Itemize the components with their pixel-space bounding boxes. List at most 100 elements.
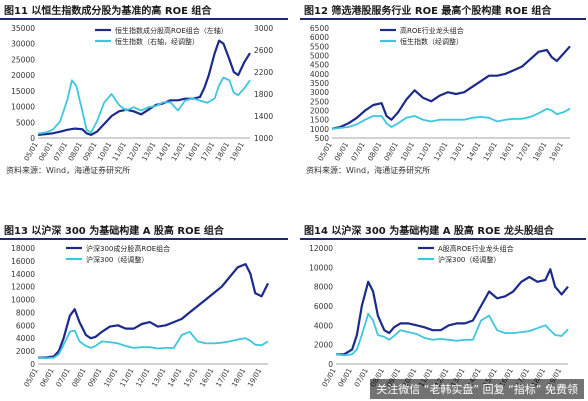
x-tick-label: 11/01	[416, 141, 433, 162]
x-tick-label: 16/01	[499, 141, 516, 162]
series-line-light	[37, 76, 251, 135]
y-tick-label: 3000	[310, 88, 329, 97]
x-tick-label: 19/01	[548, 141, 565, 162]
line-chart: 0 2000 4000 6000 8000 10000 12000 14000 16000 180…	[11, 244, 269, 388]
series-line-light	[331, 107, 571, 130]
x-tick-label: 07/01	[350, 141, 367, 162]
y-tick-label: 500	[315, 134, 330, 143]
x-tick-label: 19/01	[246, 367, 263, 388]
chart-panel-1: 图11 以恒生指数成分股为基准的高 ROE 组合 0 5000 10000 15000…	[0, 0, 288, 182]
y2-tick-label: 1000	[254, 134, 273, 143]
y-tick-label: 6500	[310, 24, 329, 33]
x-tick-label: 07/01	[55, 367, 72, 388]
legend-label: 恒生指数成分股高ROE组合（左轴）	[115, 26, 228, 35]
y-tick-label: 35000	[11, 24, 35, 33]
x-tick-label: 06/01	[337, 367, 354, 388]
x-tick-label: 14/01	[166, 367, 183, 388]
x-tick-label: 06/01	[333, 141, 350, 162]
y-tick-label: 4000	[16, 334, 35, 343]
y-tick-label: 30000	[11, 40, 35, 49]
y-tick-label: 0	[30, 134, 35, 143]
source-note: 资料来源：Wind，海通证券研究所	[306, 166, 431, 175]
y-tick-label: 20000	[11, 71, 35, 80]
x-tick-label: 19/01	[229, 141, 246, 162]
x-tick-label: 05/01	[23, 367, 40, 388]
chart-panel-2: 图12 筛选港股服务行业 ROE 最高个股构建 ROE 组合 500 1000 15…	[300, 0, 588, 182]
y-tick-label: 25000	[11, 55, 35, 64]
y-tick-label: 4500	[310, 61, 329, 70]
legend-label: 沪深300成分股高ROE组合	[86, 244, 170, 253]
y2-tick-label: 3000	[254, 24, 273, 33]
x-tick-label: 13/01	[150, 367, 167, 388]
x-tick-label: 15/01	[182, 367, 199, 388]
legend-label: A股高ROE行业龙头组合	[438, 244, 514, 253]
x-tick-label: 06/01	[39, 367, 56, 388]
legend-label: 恒生指数（经调整）	[400, 37, 463, 46]
x-tick-label: 12/01	[135, 367, 152, 388]
x-tick-label: 05/01	[317, 141, 334, 162]
y-tick-label: 6000	[314, 302, 333, 311]
x-tick-label: 07/01	[353, 367, 370, 388]
legend-label: 恒生指数（右轴，经调整）	[115, 37, 199, 46]
y-tick-label: 12000	[11, 283, 35, 292]
series-line-dark	[336, 268, 569, 356]
x-tick-label: 08/01	[366, 141, 383, 162]
x-tick-label: 16/01	[198, 367, 215, 388]
x-tick-label: 15/01	[482, 141, 499, 162]
y-tick-label: 2000	[16, 347, 35, 356]
legend-label: 沪深300（经调整）	[438, 255, 500, 264]
x-tick-label: 14/01	[465, 141, 482, 162]
chart-title: 图14 以沪深 300 为基础构建 A 股高 ROE 龙头股组合	[304, 226, 554, 237]
y-tick-label: 5000	[310, 52, 329, 61]
y2-tick-label: 2600	[254, 46, 273, 55]
x-tick-label: 10/01	[103, 367, 120, 388]
y-tick-label: 6000	[310, 33, 329, 42]
y2-tick-label: 1400	[254, 112, 273, 121]
x-tick-label: 17/01	[515, 141, 532, 162]
series-line-dark	[38, 263, 269, 359]
y-tick-label: 4000	[314, 321, 333, 330]
y-tick-label: 1500	[310, 116, 329, 125]
y2-tick-label: 1800	[254, 90, 273, 99]
y-tick-label: 12000	[309, 244, 333, 253]
y2-tick-label: 2200	[254, 68, 273, 77]
y-tick-label: 0	[30, 360, 35, 369]
series-line-light	[335, 312, 569, 357]
title-underline	[300, 18, 586, 20]
legend-label: 高ROE行业龙头组合	[400, 26, 464, 35]
line-chart: 0 2000 4000 6000 8000 10000 12000 05/01 06/01 07/…	[309, 244, 569, 388]
x-tick-label: 13/01	[449, 141, 466, 162]
chart-title: 图12 筛选港股服务行业 ROE 最高个股构建 ROE 组合	[304, 6, 552, 17]
y-tick-label: 5500	[310, 42, 329, 51]
y-tick-label: 0	[328, 360, 333, 369]
chart-title: 图13 以沪深 300 为基础构建 A 股高 ROE 组合	[4, 226, 224, 237]
line-chart: 0 5000 10000 15000 20000 25000 30000 35000 1000 1…	[11, 24, 273, 162]
y-tick-label: 1000	[310, 125, 329, 134]
y-tick-label: 8000	[16, 308, 35, 317]
x-tick-label: 09/01	[383, 141, 400, 162]
y-tick-label: 2500	[310, 97, 329, 106]
y-tick-label: 18000	[11, 244, 35, 253]
y-tick-label: 14000	[11, 270, 35, 279]
y-tick-label: 10000	[11, 103, 35, 112]
y-tick-label: 4000	[310, 70, 329, 79]
y-tick-label: 5000	[16, 118, 35, 127]
x-tick-label: 17/01	[214, 367, 231, 388]
y-tick-label: 2000	[314, 341, 333, 350]
x-tick-label: 09/01	[87, 367, 104, 388]
series-line-light	[37, 329, 269, 360]
x-tick-label: 12/01	[432, 141, 449, 162]
x-tick-label: 08/01	[71, 367, 88, 388]
watermark-banner: 关注微信 “老韩实盘” 回复 “指标” 免费领	[370, 379, 584, 399]
y-tick-label: 8000	[314, 283, 333, 292]
x-tick-label: 18/01	[230, 367, 247, 388]
title-underline	[300, 238, 586, 240]
source-note: 资料来源：Wind，海通证券研究所	[6, 166, 131, 175]
chart-panel-3: 图13 以沪深 300 为基础构建 A 股高 ROE 组合 0 2000 4000 6…	[0, 220, 288, 401]
y-tick-label: 16000	[11, 257, 35, 266]
y-tick-label: 10000	[309, 263, 333, 272]
title-underline	[0, 18, 288, 20]
y-tick-label: 2000	[310, 107, 329, 116]
x-tick-label: 18/01	[532, 141, 549, 162]
legend-label: 沪深300（经调整）	[86, 255, 148, 264]
